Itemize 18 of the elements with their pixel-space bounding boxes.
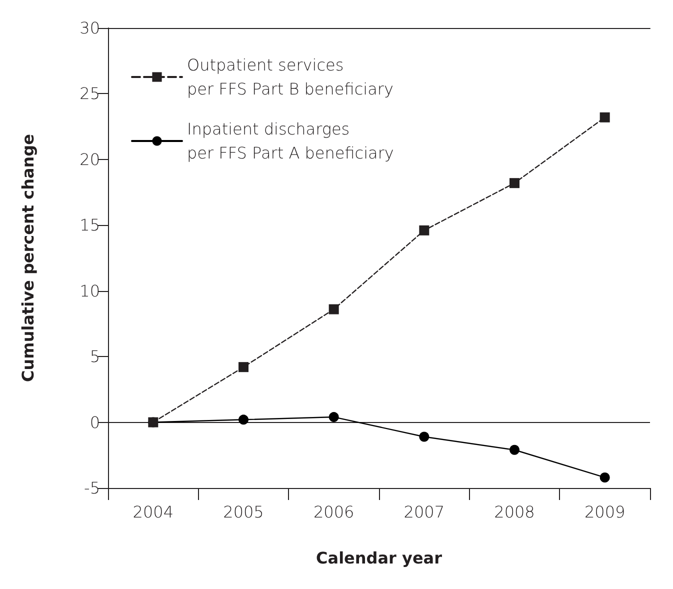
y-tick-label: 30 <box>80 18 100 38</box>
x-tick-label: 2008 <box>494 502 535 522</box>
y-tick-label: 0 <box>90 412 100 432</box>
y-tick-label: 25 <box>80 84 100 104</box>
legend-label: Inpatient discharges per FFS Part A beneficiary <box>187 120 394 162</box>
legend-label: Outpatient services per FFS Part B beneficiary <box>187 56 394 98</box>
x-tick-label: 2004 <box>132 502 174 522</box>
y-axis-title: Cumulative percent change <box>18 134 38 382</box>
x-tick-label: 2005 <box>223 502 264 522</box>
y-tick-label: 15 <box>80 216 100 235</box>
y-tick-label: -5 <box>84 478 100 498</box>
x-tick-label: 2007 <box>404 502 445 522</box>
y-tick-label: 5 <box>90 347 100 366</box>
y-tick-label: 10 <box>80 281 100 300</box>
x-tick-label: 2006 <box>313 502 354 522</box>
x-tick-label: 2009 <box>584 502 626 522</box>
y-tick-label: 20 <box>80 150 100 169</box>
x-axis-title: Calendar year <box>316 548 442 568</box>
